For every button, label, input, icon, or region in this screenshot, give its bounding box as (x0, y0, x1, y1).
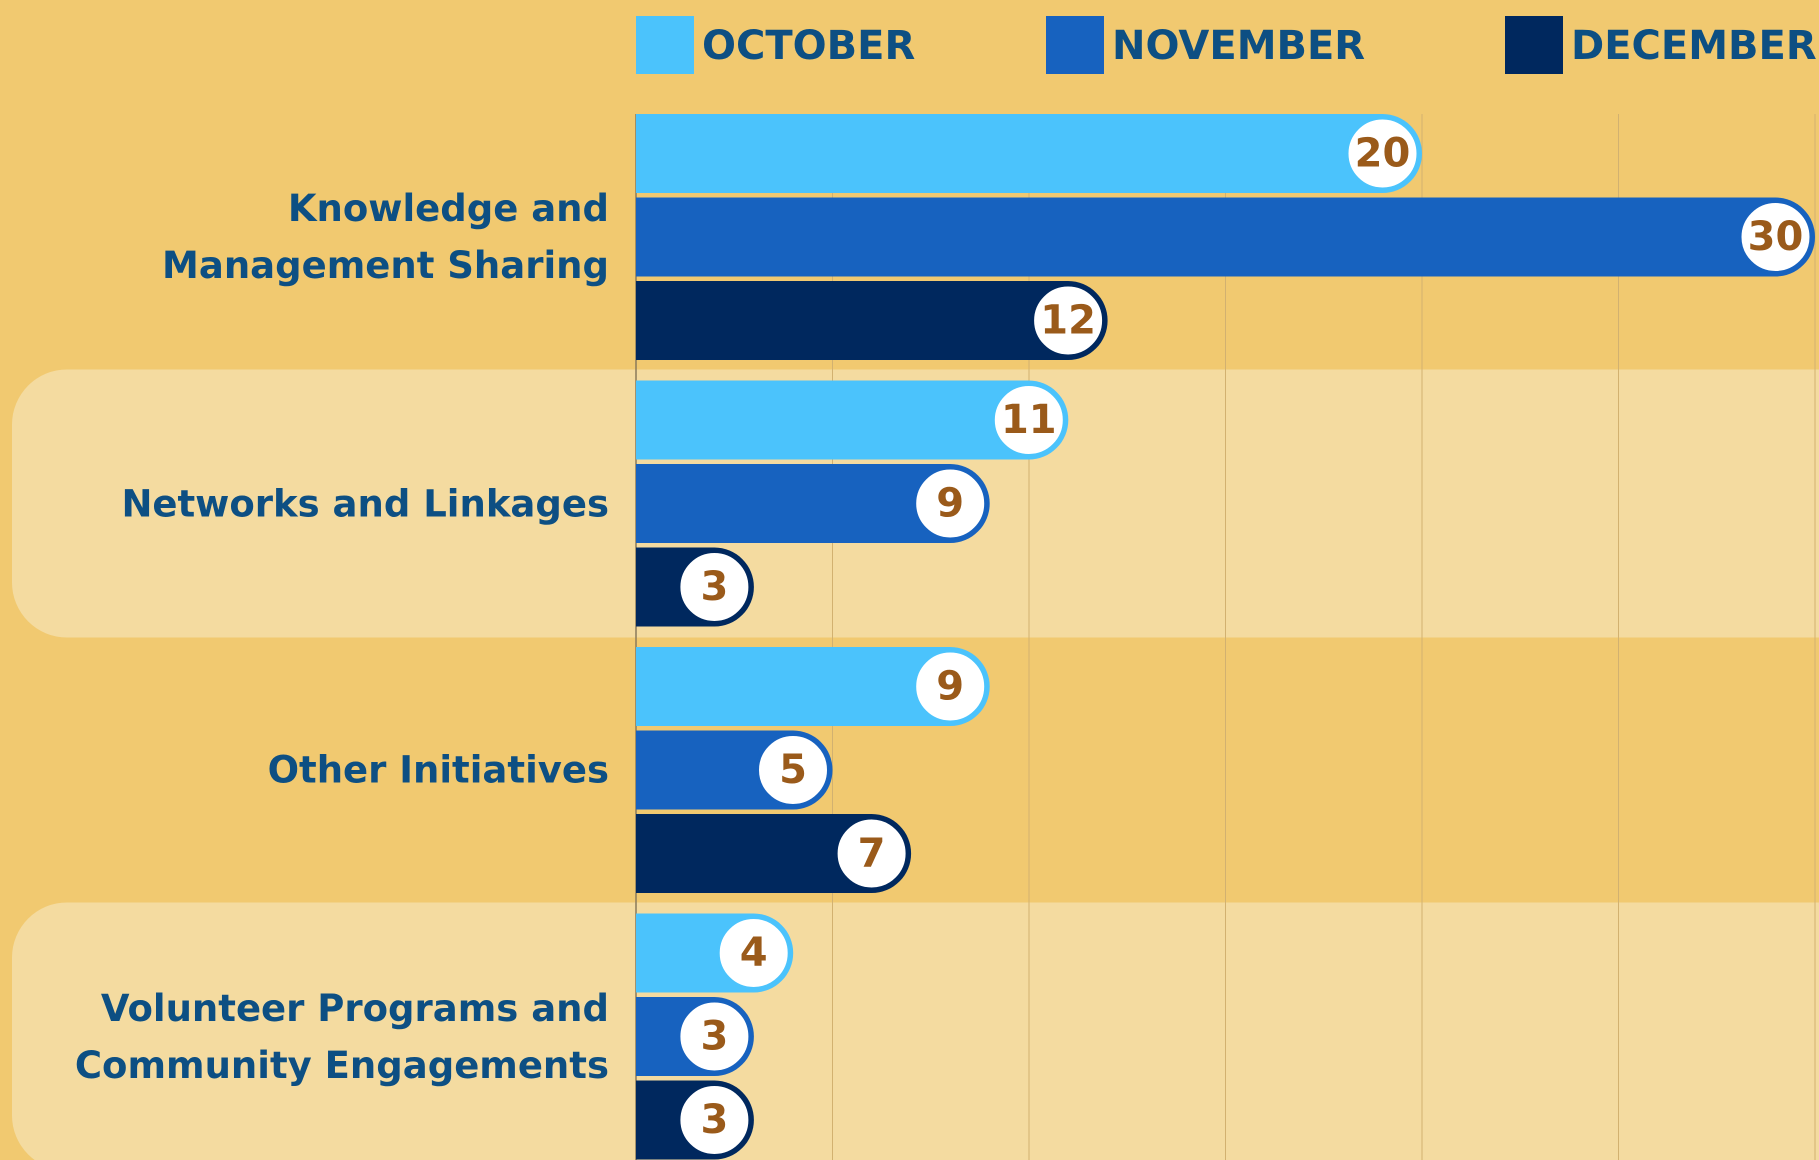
value-badge (1345, 116, 1420, 191)
value-badge (1738, 200, 1813, 274)
value-label: 20 (1355, 131, 1411, 177)
value-label: 3 (700, 1097, 728, 1143)
bar (636, 197, 1815, 277)
bar (636, 647, 990, 726)
value-badge (1031, 283, 1106, 358)
value-badge (913, 466, 988, 541)
bar (636, 114, 1422, 193)
category-label: Networks and Linkages (121, 482, 609, 525)
value-label: 11 (1001, 397, 1057, 443)
value-label: 5 (779, 747, 807, 793)
legend-swatch (1046, 16, 1104, 74)
legend-swatch (636, 16, 694, 74)
value-badge (913, 649, 988, 724)
value-label: 3 (700, 1014, 728, 1060)
bar (636, 281, 1108, 360)
legend-swatch (1505, 16, 1563, 74)
bar (636, 464, 990, 543)
value-label: 12 (1040, 298, 1096, 344)
value-badge (677, 1083, 752, 1157)
value-label: 7 (858, 831, 886, 877)
value-badge (677, 999, 752, 1074)
value-label: 4 (740, 930, 768, 976)
value-badge (834, 816, 909, 891)
value-label: 3 (700, 564, 728, 610)
bar (636, 380, 1069, 460)
value-label: 30 (1748, 214, 1804, 260)
value-label: 9 (936, 664, 964, 710)
row-band (12, 902, 1819, 1160)
category-label: Knowledge and Management Sharing (162, 187, 609, 287)
value-badge (716, 916, 791, 990)
value-label: 9 (936, 481, 964, 527)
value-badge (756, 733, 830, 807)
value-badge (677, 550, 752, 624)
legend-label: NOVEMBER (1112, 23, 1365, 69)
category-label: Volunteer Programs and Community Engagem… (74, 986, 609, 1087)
value-badge (991, 383, 1066, 457)
category-label: Other Initiatives (267, 748, 609, 792)
legend-label: DECEMBER (1571, 23, 1817, 69)
legend-label: OCTOBER (702, 23, 915, 69)
